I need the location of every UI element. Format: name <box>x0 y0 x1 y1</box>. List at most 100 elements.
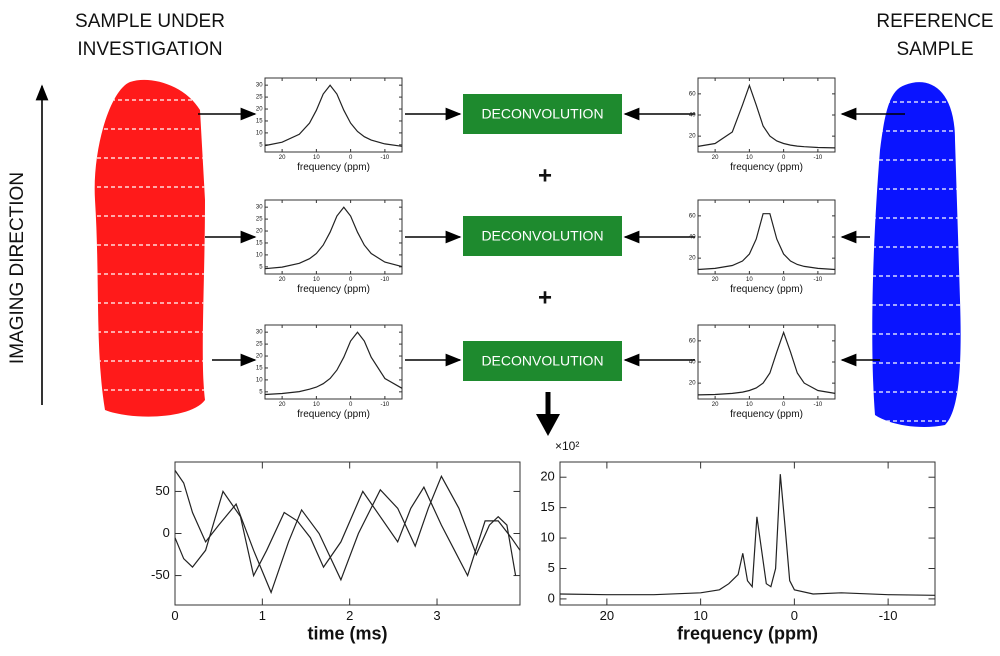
x-tick-label: -10 <box>381 155 390 161</box>
operation-label: DECONVOLUTION <box>481 228 603 244</box>
y-tick-label: 20 <box>689 134 696 140</box>
down-arrow-head <box>536 414 560 436</box>
curve <box>697 213 836 271</box>
reference-blob <box>872 82 961 427</box>
x-tick-label: 10 <box>313 277 320 283</box>
x-axis-label: frequency (ppm) <box>730 284 803 295</box>
y-tick-label: 20 <box>689 256 696 262</box>
right-heading: SAMPLE <box>896 39 973 60</box>
x-tick-label: 20 <box>279 155 286 161</box>
x-tick-label: 10 <box>313 155 320 161</box>
x-tick-label: -10 <box>814 155 823 161</box>
x-tick-label: 20 <box>712 402 719 408</box>
axis-label: IMAGING DIRECTION <box>7 172 28 364</box>
y-tick-label: 5 <box>259 264 263 270</box>
x-tick-label: 0 <box>782 402 786 408</box>
y-tick-label: 0 <box>548 590 555 605</box>
curve <box>697 83 836 149</box>
y-tick-label: 40 <box>689 360 696 366</box>
plus: + <box>538 284 552 311</box>
x-axis-label: frequency (ppm) <box>297 162 370 173</box>
plot-frame <box>697 324 836 400</box>
y-tick-label: 20 <box>256 107 263 113</box>
x-tick-label: 2 <box>346 608 353 623</box>
curve <box>264 331 403 396</box>
x-tick-label: -10 <box>879 608 898 623</box>
x-axis-label: time (ms) <box>307 623 387 643</box>
curve <box>174 470 517 595</box>
x-axis-label: frequency (ppm) <box>730 409 803 420</box>
y-tick-label: 20 <box>256 229 263 235</box>
x-tick-label: 0 <box>791 608 798 623</box>
y-tick-label: 15 <box>540 499 554 514</box>
x-axis-label: frequency (ppm) <box>677 623 818 643</box>
y-tick-label: 15 <box>256 366 263 372</box>
plot-frame <box>559 461 936 606</box>
curve <box>697 330 836 396</box>
plot-frame <box>697 199 836 275</box>
plot-frame <box>264 324 403 400</box>
y-tick-label: 50 <box>155 483 169 498</box>
y-tick-label: 20 <box>540 469 554 484</box>
left-heading: SAMPLE UNDER <box>75 11 225 32</box>
x-tick-label: 1 <box>259 608 266 623</box>
y-tick-label: 40 <box>689 235 696 241</box>
plot-frame <box>264 77 403 153</box>
plot-frame <box>264 199 403 275</box>
y-tick-label: 10 <box>256 377 263 383</box>
y-tick-label: 30 <box>256 205 263 211</box>
x-tick-label: 3 <box>433 608 440 623</box>
operation-label: DECONVOLUTION <box>481 106 603 122</box>
operation-box <box>463 216 622 256</box>
scale-label: ×10² <box>555 439 579 453</box>
curve <box>264 84 403 147</box>
y-tick-label: 5 <box>259 389 263 395</box>
y-tick-label: 60 <box>689 91 696 97</box>
x-tick-label: 20 <box>279 402 286 408</box>
x-tick-label: 0 <box>349 277 353 283</box>
operation-box <box>463 94 622 134</box>
x-tick-label: 0 <box>349 155 353 161</box>
y-tick-label: 10 <box>256 130 263 136</box>
y-tick-label: 20 <box>256 354 263 360</box>
x-tick-label: -10 <box>381 402 390 408</box>
curve <box>174 485 521 578</box>
x-tick-label: 10 <box>746 277 753 283</box>
x-tick-label: 0 <box>782 277 786 283</box>
x-axis-label: frequency (ppm) <box>297 409 370 420</box>
x-tick-label: 10 <box>746 155 753 161</box>
x-tick-label: 0 <box>171 608 178 623</box>
y-tick-label: 30 <box>256 330 263 336</box>
y-tick-label: 25 <box>256 217 263 223</box>
x-tick-label: 10 <box>313 402 320 408</box>
x-tick-label: -10 <box>381 277 390 283</box>
x-tick-label: 20 <box>712 277 719 283</box>
y-tick-label: -50 <box>151 567 170 582</box>
x-tick-label: 0 <box>782 155 786 161</box>
right-heading: REFERENCE <box>876 11 993 32</box>
y-tick-label: 20 <box>689 381 696 387</box>
sample-blob <box>94 79 205 417</box>
x-axis-label: frequency (ppm) <box>730 162 803 173</box>
x-tick-label: 10 <box>693 608 707 623</box>
operation-label: DECONVOLUTION <box>481 353 603 369</box>
y-tick-label: 25 <box>256 95 263 101</box>
y-tick-label: 15 <box>256 119 263 125</box>
y-tick-label: 5 <box>259 142 263 148</box>
y-tick-label: 10 <box>540 530 554 545</box>
y-tick-label: 10 <box>256 252 263 258</box>
y-tick-label: 30 <box>256 83 263 89</box>
curve <box>559 474 936 596</box>
curve <box>264 206 403 270</box>
x-tick-label: -10 <box>814 402 823 408</box>
plus: + <box>538 162 552 189</box>
x-tick-label: 20 <box>712 155 719 161</box>
operation-box <box>463 341 622 381</box>
y-tick-label: 15 <box>256 241 263 247</box>
y-tick-label: 40 <box>689 113 696 119</box>
y-tick-label: 60 <box>689 338 696 344</box>
y-tick-label: 60 <box>689 213 696 219</box>
x-tick-label: 20 <box>600 608 614 623</box>
y-tick-label: 5 <box>548 560 555 575</box>
